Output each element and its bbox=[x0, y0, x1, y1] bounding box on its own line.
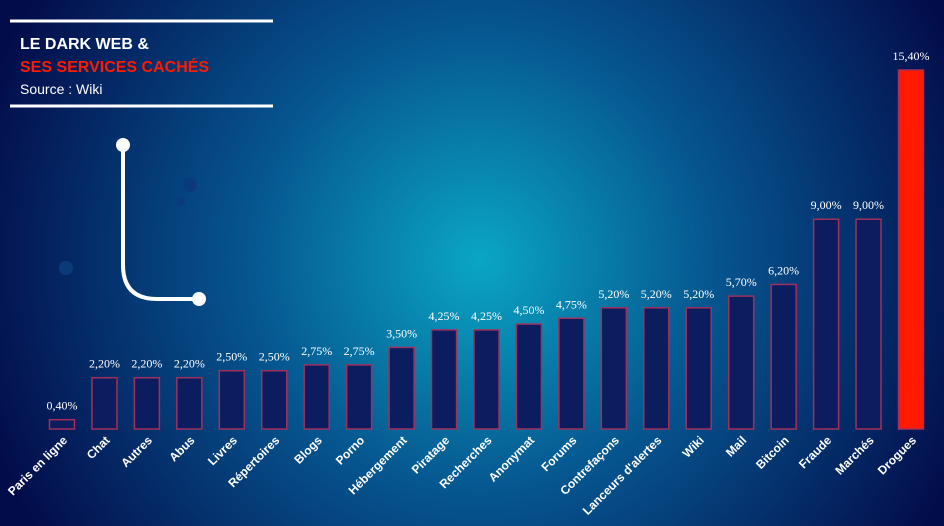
value-label: 2,75% bbox=[301, 344, 332, 358]
value-label: 5,20% bbox=[683, 287, 714, 301]
bar bbox=[855, 218, 882, 430]
value-label: 4,25% bbox=[471, 309, 502, 323]
value-label: 3,50% bbox=[386, 326, 417, 340]
value-label: 4,25% bbox=[429, 309, 460, 323]
value-label: 4,50% bbox=[513, 303, 544, 317]
bar bbox=[770, 283, 797, 430]
bar bbox=[388, 346, 415, 430]
value-label: 2,20% bbox=[174, 357, 205, 371]
bar bbox=[48, 418, 76, 430]
bar bbox=[558, 317, 585, 430]
value-label: 6,20% bbox=[768, 263, 799, 277]
source: Source : Wiki bbox=[20, 81, 102, 97]
value-label: 2,50% bbox=[259, 350, 290, 364]
value-label: 2,20% bbox=[89, 357, 120, 371]
bar bbox=[133, 376, 161, 430]
value-label: 0,40% bbox=[47, 399, 78, 413]
value-label: 9,00% bbox=[853, 198, 884, 212]
value-label: 2,75% bbox=[344, 344, 375, 358]
value-label: 9,00% bbox=[811, 198, 842, 212]
bar bbox=[176, 376, 203, 430]
bar bbox=[600, 307, 628, 430]
bar bbox=[685, 307, 712, 430]
bar bbox=[345, 364, 373, 430]
decor-dot bbox=[177, 198, 185, 206]
decor-connector bbox=[121, 145, 199, 301]
value-label: 5,70% bbox=[726, 275, 757, 289]
bar bbox=[897, 69, 925, 430]
decor-dot bbox=[116, 138, 130, 152]
decor-dot bbox=[183, 178, 197, 192]
bar bbox=[303, 364, 330, 430]
bar bbox=[727, 295, 755, 430]
bar bbox=[430, 329, 458, 430]
bar bbox=[218, 369, 246, 430]
decor-dot bbox=[192, 292, 206, 306]
value-label: 5,20% bbox=[641, 287, 672, 301]
subtitle: SES SERVICES CACHÉS bbox=[20, 57, 209, 76]
title: LE DARK WEB & bbox=[20, 36, 149, 53]
value-label: 15,40% bbox=[893, 49, 930, 63]
value-label: 2,20% bbox=[131, 357, 162, 371]
value-label: 4,75% bbox=[556, 297, 587, 311]
bar bbox=[261, 369, 288, 430]
bar bbox=[515, 323, 543, 430]
bar bbox=[473, 329, 500, 430]
decor-dot bbox=[59, 261, 73, 275]
value-label: 5,20% bbox=[598, 287, 629, 301]
bar bbox=[91, 376, 118, 430]
bar bbox=[812, 218, 840, 430]
value-label: 2,50% bbox=[216, 350, 247, 364]
bar bbox=[643, 307, 670, 430]
